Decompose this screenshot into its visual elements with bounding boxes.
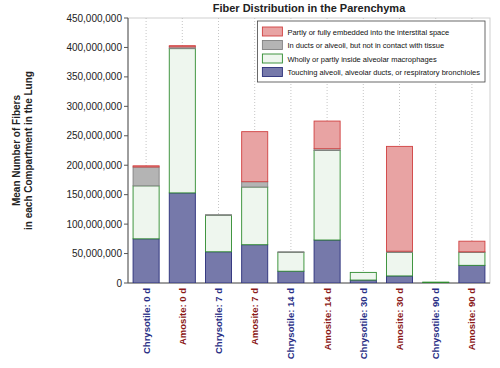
y-tick-label: 350,000,000: [66, 71, 122, 82]
bar-segment: [423, 282, 449, 283]
y-tick-label: 100,000,000: [66, 219, 122, 230]
y-tick: [124, 135, 128, 136]
y-tick-label: 50,000,000: [72, 248, 122, 259]
bar-segment: [278, 251, 304, 253]
bar-segment: [205, 252, 231, 283]
bar-segment: [386, 146, 412, 251]
legend-label: In ducts or alveoli, but not in contact …: [287, 41, 444, 50]
x-tick-label: Chrysotile: 90 d: [430, 288, 441, 359]
y-tick-label: 450,000,000: [66, 13, 122, 24]
bar-segment: [242, 182, 268, 187]
bar-segment: [423, 282, 449, 283]
bar-segment: [205, 214, 231, 215]
plot-frame: [128, 18, 490, 283]
legend: Partly or fully embedded into the inters…: [257, 21, 485, 82]
bar-segment: [459, 252, 485, 265]
bar-segment: [423, 282, 449, 283]
y-tick: [124, 224, 128, 225]
y-axis: [128, 18, 129, 283]
legend-swatch: [262, 27, 282, 36]
title: Fiber Distribution in the Parenchyma: [213, 2, 406, 14]
x-tick-label: Chrysotile: 0 d: [141, 288, 152, 354]
y-axis-label: in each Compartment in the Lung: [23, 71, 34, 230]
y-tick-label: 300,000,000: [66, 101, 122, 112]
bar-segment: [133, 167, 159, 186]
bar-segment: [314, 121, 340, 149]
bar-segment: [169, 49, 195, 193]
bar-segment: [278, 271, 304, 283]
bar-segment: [242, 245, 268, 283]
legend-label: Wholly or partly inside alveolar macroph…: [287, 55, 436, 64]
x-tick-label: Amosite: 14 d: [322, 288, 333, 350]
x-tick-label: Amosite: 90 d: [466, 288, 477, 350]
x-tick-label: Chrysotile: 14 d: [285, 288, 296, 359]
y-tick-label: 400,000,000: [66, 42, 122, 53]
bar-segment: [169, 46, 195, 47]
legend-swatch: [262, 41, 282, 50]
bar-segment: [459, 265, 485, 283]
bar-segment: [133, 239, 159, 283]
y-tick-label: 250,000,000: [66, 130, 122, 141]
legend-box: [257, 21, 485, 82]
y-tick: [124, 194, 128, 195]
bar-segment: [459, 241, 485, 252]
y-axis-label: Mean Number of Fibers: [11, 95, 22, 207]
bar-segment: [350, 272, 376, 280]
x-tick-label: Amosite: 7 d: [249, 288, 260, 345]
bar-segment: [133, 166, 159, 167]
y-tick-label: 150,000,000: [66, 189, 122, 200]
legend-swatch: [262, 54, 282, 63]
x-tick-label: Chrysotile: 30 d: [358, 288, 369, 359]
bar-segment: [205, 214, 231, 216]
bar-segment: [242, 187, 268, 245]
bar-segment: [386, 276, 412, 283]
legend-swatch: [262, 68, 282, 77]
y-tick: [124, 165, 128, 166]
bar-segment: [386, 252, 412, 276]
bar-segment: [205, 215, 231, 252]
y-tick: [124, 253, 128, 254]
y-tick-label: 0: [116, 278, 122, 289]
bar-segment: [278, 251, 304, 252]
bar-segment: [350, 272, 376, 273]
legend-label: Touching alveoli, alveolar ducts, or res…: [287, 68, 480, 77]
chart: Fiber Distribution in the Parenchyma 0 50,…: [0, 0, 500, 368]
y-tick: [124, 106, 128, 107]
y-tick: [124, 76, 128, 77]
bar-segment: [314, 240, 340, 283]
bar-segment: [242, 132, 268, 182]
y-tick: [124, 18, 128, 19]
bar-segment: [423, 282, 449, 283]
bar-segment: [278, 252, 304, 271]
bar-segment: [314, 151, 340, 241]
x-tick-label: Amosite: 0 d: [177, 288, 188, 345]
y-tick: [124, 47, 128, 48]
bar-segment: [169, 193, 195, 283]
y-tick: [124, 283, 128, 284]
bar-segment: [350, 272, 376, 273]
bar-segment: [133, 186, 159, 239]
y-tick-label: 200,000,000: [66, 160, 122, 171]
x-tick-label: Chrysotile: 7 d: [213, 288, 224, 354]
x-tick-label: Amosite: 30 d: [394, 288, 405, 350]
legend-label: Partly or fully embedded into the inters…: [287, 28, 449, 37]
